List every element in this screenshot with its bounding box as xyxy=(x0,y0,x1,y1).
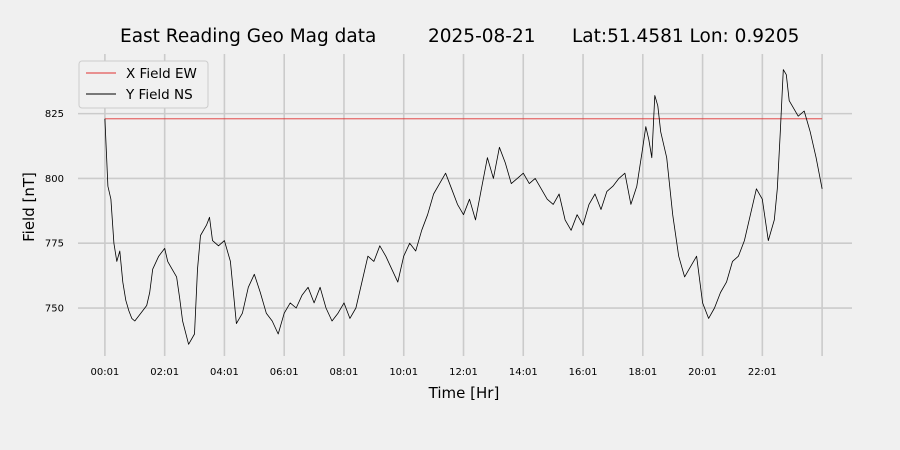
chart-title-station: East Reading Geo Mag data xyxy=(120,26,376,47)
series-line-y-field xyxy=(104,69,823,345)
y-tick-label: 750 xyxy=(45,304,64,315)
x-tick-label: 20:01 xyxy=(688,367,717,378)
x-tick-label: 10:01 xyxy=(389,367,418,378)
chart-title-date: 2025-08-21 xyxy=(428,26,536,47)
y-axis-label: Field [nT] xyxy=(20,172,38,242)
x-tick-label: 12:01 xyxy=(449,367,478,378)
x-tick-label: 14:01 xyxy=(509,367,538,378)
series-layer xyxy=(104,69,823,345)
y-tick-label: 800 xyxy=(45,174,64,185)
x-tick-label: 22:01 xyxy=(748,367,777,378)
y-tick-label: 825 xyxy=(45,109,64,120)
legend-label-y-field: Y Field NS xyxy=(125,87,193,103)
chart-title-location: Lat:51.4581 Lon: 0.9205 xyxy=(572,26,799,47)
x-tick-label: 06:01 xyxy=(270,367,299,378)
x-tick-label: 00:01 xyxy=(90,367,119,378)
legend: X Field EW Y Field NS xyxy=(78,60,209,109)
x-axis-ticks: 00:01 02:01 04:01 06:01 08:01 10:01 12:01 14:01… xyxy=(90,367,776,378)
grid xyxy=(78,54,852,356)
y-axis-ticks: 750 775 800 825 xyxy=(45,109,64,314)
x-tick-label: 16:01 xyxy=(569,367,598,378)
x-tick-label: 18:01 xyxy=(628,367,657,378)
x-tick-label: 08:01 xyxy=(330,367,359,378)
x-tick-label: 04:01 xyxy=(210,367,239,378)
x-tick-label: 02:01 xyxy=(150,367,179,378)
y-tick-label: 775 xyxy=(45,239,64,250)
legend-label-x-field: X Field EW xyxy=(126,66,197,82)
x-axis-label: Time [Hr] xyxy=(428,384,500,402)
